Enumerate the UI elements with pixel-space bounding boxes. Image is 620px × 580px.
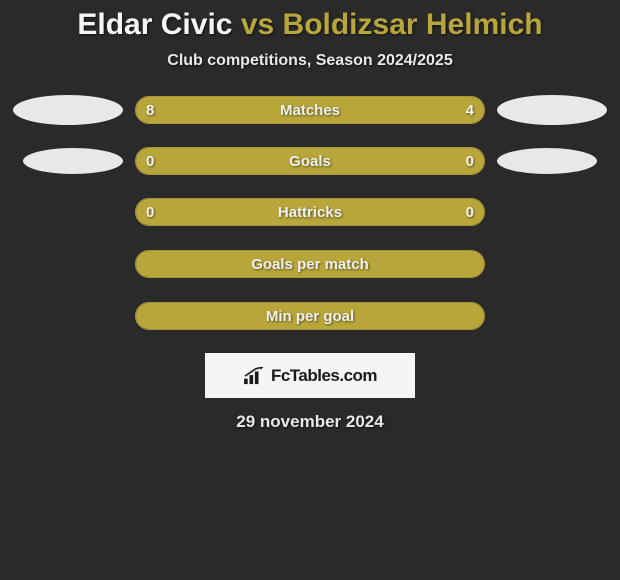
stat-row: Goals per match	[10, 249, 610, 279]
stat-label: Hattricks	[136, 199, 484, 225]
stat-row: 0Goals0	[10, 147, 610, 175]
comparison-infographic: Eldar Civic vs Boldizsar Helmich Club co…	[0, 0, 620, 440]
player1-name: Eldar Civic	[77, 8, 232, 41]
badge-placeholder	[25, 197, 135, 227]
badge-placeholder	[25, 301, 135, 331]
stat-bar: 0Goals0	[135, 147, 485, 175]
player2-badge	[497, 148, 597, 174]
player2-badge	[497, 95, 607, 125]
stat-label: Goals per match	[136, 251, 484, 277]
player1-badge	[23, 148, 123, 174]
vs-text: vs	[241, 8, 274, 41]
subtitle: Club competitions, Season 2024/2025	[10, 52, 610, 70]
stat-bar: Min per goal	[135, 302, 485, 330]
badge-placeholder	[485, 301, 595, 331]
badge-placeholder	[25, 249, 135, 279]
badge-placeholder	[485, 249, 595, 279]
stat-bar: 0Hattricks0	[135, 198, 485, 226]
stat-row: 0Hattricks0	[10, 197, 610, 227]
stats-container: 8Matches40Goals00Hattricks0Goals per mat…	[10, 95, 610, 331]
badge-placeholder	[485, 197, 595, 227]
chart-icon	[243, 367, 265, 385]
player1-badge	[13, 95, 123, 125]
stat-label: Goals	[136, 148, 484, 174]
stat-right-value: 0	[466, 199, 474, 225]
footer-date: 29 november 2024	[10, 412, 610, 432]
logo-text: FcTables.com	[271, 366, 377, 386]
stat-label: Matches	[136, 97, 484, 123]
stat-right-value: 4	[466, 97, 474, 123]
player2-name: Boldizsar Helmich	[283, 8, 543, 41]
stat-right-value: 0	[466, 148, 474, 174]
stat-bar: Goals per match	[135, 250, 485, 278]
stat-bar: 8Matches4	[135, 96, 485, 124]
stat-row: Min per goal	[10, 301, 610, 331]
stat-label: Min per goal	[136, 303, 484, 329]
page-title: Eldar Civic vs Boldizsar Helmich	[10, 8, 610, 42]
footer-logo: FcTables.com	[205, 353, 415, 398]
stat-row: 8Matches4	[10, 95, 610, 125]
